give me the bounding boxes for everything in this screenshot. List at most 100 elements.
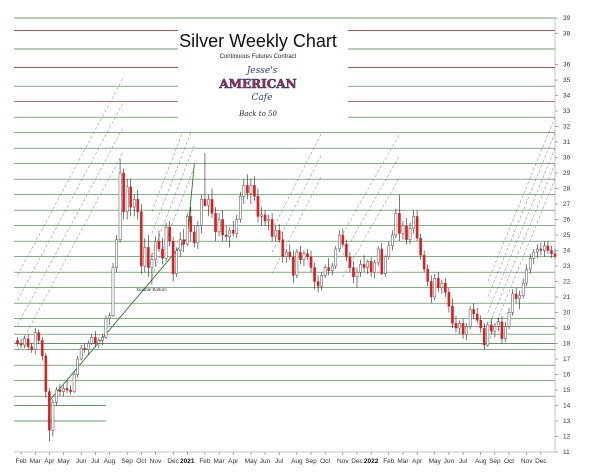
candle-body bbox=[309, 256, 313, 268]
candle-body bbox=[511, 293, 514, 313]
y-tick-label: 30 bbox=[563, 155, 571, 162]
x-tick-label: Oct bbox=[320, 458, 330, 465]
candle-body bbox=[415, 216, 419, 239]
candle-body bbox=[334, 248, 338, 267]
candle-body bbox=[97, 340, 101, 344]
x-tick-label: Oct bbox=[504, 458, 514, 465]
y-tick-label: 22 bbox=[563, 279, 571, 286]
candle-body bbox=[338, 234, 341, 250]
candle-body bbox=[444, 282, 447, 293]
candle-body bbox=[210, 199, 214, 214]
candle-body bbox=[426, 268, 430, 282]
y-tick-label: 32 bbox=[563, 124, 571, 131]
candle-body bbox=[40, 340, 44, 357]
x-tick-label: Jun bbox=[76, 458, 87, 465]
y-tick-label: 16 bbox=[563, 372, 571, 379]
candle-body bbox=[249, 185, 253, 194]
x-tick-label: Oct bbox=[136, 458, 146, 465]
candle-body bbox=[122, 172, 125, 212]
logo-line3: Cafe bbox=[252, 93, 273, 103]
candle-body bbox=[359, 264, 362, 273]
candle-body bbox=[94, 337, 97, 344]
candle-body bbox=[175, 250, 178, 274]
chart-title: Silver Weekly Chart bbox=[179, 31, 337, 51]
candle-body bbox=[235, 219, 239, 234]
y-tick-label: 28 bbox=[563, 186, 571, 193]
channel-line bbox=[342, 134, 400, 234]
y-tick-label: 39 bbox=[563, 15, 571, 22]
channel-line bbox=[17, 126, 124, 326]
candle-body bbox=[157, 240, 161, 250]
candle-body bbox=[536, 248, 539, 253]
x-tick-label: Mar bbox=[30, 458, 42, 465]
channel-line bbox=[271, 132, 322, 231]
candle-body bbox=[288, 251, 292, 257]
y-tick-label: 14 bbox=[563, 403, 571, 410]
candle-body bbox=[468, 309, 472, 327]
candle-body bbox=[528, 258, 532, 270]
candle-body bbox=[83, 347, 87, 350]
candle-body bbox=[341, 234, 345, 245]
candle-body bbox=[355, 272, 359, 278]
candle-body bbox=[306, 253, 309, 257]
x-tick-label: Sep bbox=[305, 458, 317, 465]
candle-body bbox=[154, 240, 157, 260]
candle-body bbox=[86, 343, 90, 350]
candle-body bbox=[391, 234, 394, 247]
candle-body bbox=[26, 338, 30, 347]
candle-body bbox=[472, 309, 475, 315]
candle-body bbox=[433, 278, 437, 298]
candle-body bbox=[16, 340, 19, 344]
candle-body bbox=[44, 355, 48, 392]
candle-body bbox=[362, 264, 366, 268]
x-tick-label: 2021 bbox=[180, 458, 195, 465]
candle-body bbox=[33, 332, 37, 350]
candle-body bbox=[79, 347, 83, 360]
candle-body bbox=[525, 268, 529, 284]
candle-body bbox=[345, 244, 348, 257]
candle-body bbox=[348, 256, 352, 268]
candle-body bbox=[330, 265, 334, 271]
logo-line1: Jesse's bbox=[245, 66, 278, 76]
candle-body bbox=[292, 256, 295, 276]
x-tick-label: Apr bbox=[228, 458, 239, 465]
candle-body bbox=[200, 199, 203, 226]
candle-body bbox=[101, 337, 104, 341]
x-tick-label: Jul bbox=[275, 458, 284, 465]
candle-body bbox=[76, 358, 79, 375]
candle-layer bbox=[16, 152, 557, 442]
candle-body bbox=[521, 282, 525, 296]
x-tick-label: Apr bbox=[44, 458, 55, 465]
candle-body bbox=[458, 323, 461, 329]
channel-line bbox=[342, 155, 400, 256]
channel-line bbox=[487, 117, 556, 282]
candle-body bbox=[447, 292, 451, 307]
x-tick-label: Feb bbox=[199, 458, 211, 465]
candle-body bbox=[479, 320, 483, 329]
candle-body bbox=[69, 389, 72, 392]
candle-body bbox=[281, 239, 285, 257]
candle-body bbox=[125, 186, 129, 212]
candle-body bbox=[369, 261, 373, 273]
x-tick-label: Jul bbox=[459, 458, 468, 465]
candle-body bbox=[394, 213, 398, 236]
x-tick-label: Nov bbox=[150, 458, 162, 465]
candle-body bbox=[295, 251, 299, 276]
candle-body bbox=[196, 225, 200, 243]
x-tick-label: Aug bbox=[104, 458, 116, 465]
candle-body bbox=[539, 248, 543, 251]
candle-body bbox=[51, 402, 55, 431]
candle-body bbox=[507, 312, 511, 327]
candle-body bbox=[23, 338, 26, 346]
candle-body bbox=[440, 282, 444, 288]
candle-body bbox=[185, 216, 189, 245]
candle-body bbox=[267, 219, 270, 222]
grid-layer bbox=[14, 17, 555, 422]
candle-body bbox=[532, 251, 536, 259]
y-tick-label: 31 bbox=[563, 139, 571, 146]
candle-body bbox=[132, 199, 136, 208]
candle-body bbox=[274, 230, 277, 237]
candle-body bbox=[419, 237, 422, 256]
candle-body bbox=[72, 374, 76, 392]
